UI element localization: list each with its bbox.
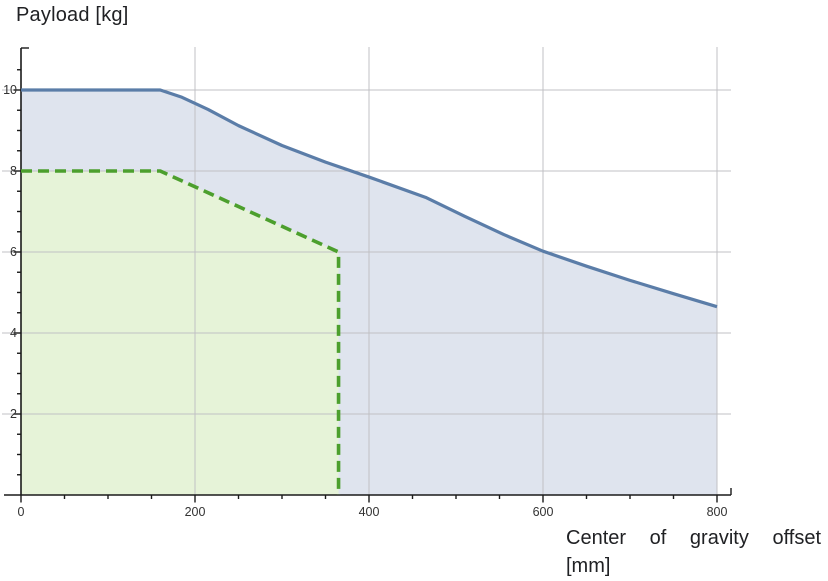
x-axis-label-line2: [mm]	[566, 555, 611, 577]
x-axis-label: Center of gravity offset [mm]	[566, 524, 821, 580]
recommended-payload-region-line	[21, 169, 341, 495]
y-tick-label-2: 2	[10, 407, 17, 421]
y-tick-label-6: 6	[10, 245, 17, 259]
x-tick-label-800: 800	[707, 505, 728, 519]
y-tick-label-8: 8	[10, 164, 17, 178]
x-tick-label-200: 200	[185, 505, 206, 519]
x-tick-label-400: 400	[359, 505, 380, 519]
y-tick-label-10: 10	[3, 83, 17, 97]
y-tick-label-4: 4	[10, 326, 17, 340]
x-tick-label-0: 0	[18, 505, 25, 519]
x-tick-label-600: 600	[533, 505, 554, 519]
maximum-payload-limit-line	[21, 88, 718, 309]
chart-title: Payload [kg]	[16, 4, 129, 26]
x-axis-label-line1: Center of gravity offset	[566, 527, 821, 549]
